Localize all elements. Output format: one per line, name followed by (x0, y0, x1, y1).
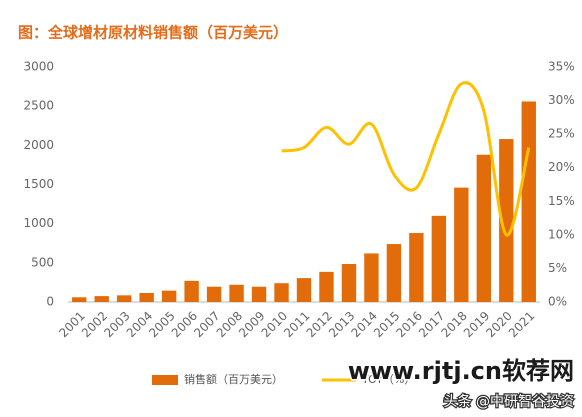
y2-tick-label: 10% (548, 227, 575, 241)
y2-tick-label: 35% (548, 60, 575, 74)
watermark: www.rjtj.cn软荐网 (348, 357, 574, 385)
y-tick-label: 500 (31, 255, 54, 269)
bar (409, 233, 424, 302)
bar (161, 290, 177, 302)
bar (139, 292, 154, 302)
bar (319, 271, 334, 302)
y-tick-label: 3000 (23, 60, 54, 74)
bar (499, 139, 514, 302)
y2-tick-label: 25% (548, 127, 575, 141)
bar (72, 297, 87, 302)
bar (184, 280, 199, 302)
bar (116, 295, 132, 302)
y2-tick-label: 30% (548, 93, 575, 107)
bar (476, 154, 492, 302)
bar (206, 286, 222, 302)
bar (251, 286, 267, 302)
y-tick-label: 1500 (23, 177, 54, 191)
x-tick-label: 2021 (506, 309, 537, 340)
bar (229, 284, 244, 302)
bar (94, 296, 109, 302)
legend-label: YOY（%） (361, 373, 415, 386)
y2-tick-label: 20% (548, 160, 575, 174)
bar (431, 215, 447, 302)
legend-swatch (152, 375, 178, 385)
y2-tick-label: 5% (548, 261, 567, 275)
bar (296, 278, 312, 302)
bar (386, 244, 402, 302)
bar (364, 253, 379, 302)
legend-label: 销售额（百万美元） (184, 372, 283, 386)
bar (341, 264, 357, 302)
y-tick-label: 1000 (23, 216, 54, 230)
bar (454, 187, 469, 302)
bar (521, 101, 536, 302)
y2-tick-label: 0% (548, 295, 567, 309)
bar (274, 283, 289, 302)
y2-tick-label: 15% (548, 194, 575, 208)
line (281, 81, 531, 237)
chart-title: 图：全球增材原材料销售额（百万美元） (18, 24, 288, 42)
watermark: 头条 @中研智谷投资 (444, 393, 574, 410)
y-tick-label: 2000 (23, 138, 54, 152)
y-tick-label: 2500 (23, 99, 54, 113)
y-tick-label: 0 (46, 295, 54, 309)
